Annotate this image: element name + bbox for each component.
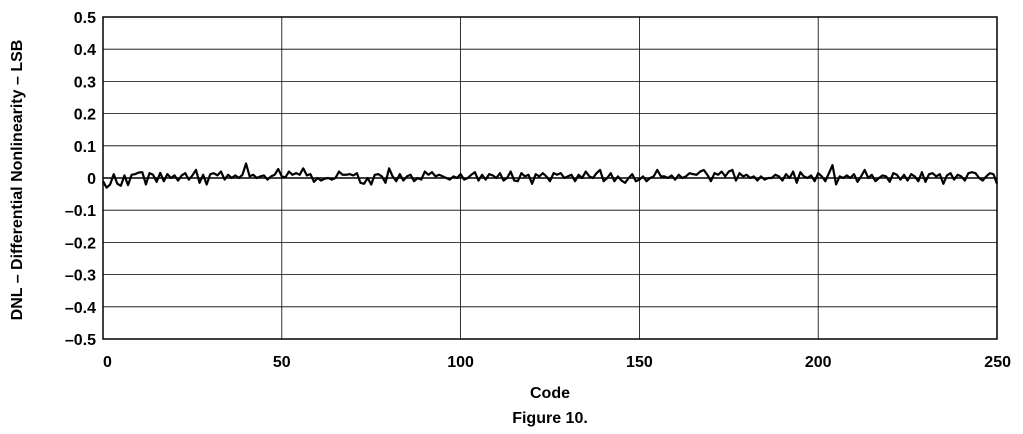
- y-tick-label: –0.3: [65, 268, 96, 285]
- x-axis-title: Code: [530, 385, 570, 402]
- y-tick-label: –0.1: [65, 203, 96, 220]
- y-tick-labels: 0.5 0.4 0.3 0.2 0.1 0 –0.1 –0.2 –0.3 –0.4 –0.5: [65, 10, 96, 349]
- figure-caption: Figure 10.: [512, 410, 588, 427]
- y-tick-label: –0.4: [65, 300, 96, 317]
- x-tick-label: 100: [447, 354, 474, 371]
- y-tick-label: 0: [87, 171, 96, 188]
- x-tick-label: 150: [626, 354, 653, 371]
- y-tick-label: 0.4: [74, 42, 96, 59]
- dnl-series-line: [102, 162, 999, 189]
- x-tick-label: 200: [805, 354, 832, 371]
- y-tick-label: –0.2: [65, 235, 96, 252]
- y-tick-label: 0.2: [74, 107, 96, 124]
- series-group: [102, 162, 999, 189]
- x-tick-label: 50: [273, 354, 291, 371]
- y-tick-label: –0.5: [65, 332, 96, 349]
- x-tick-label: 250: [984, 354, 1011, 371]
- y-axis-title: DNL – Differential Nonlinearity – LSB: [9, 40, 26, 321]
- x-tick-labels: 0 50 100 150 200 250: [103, 354, 1011, 371]
- y-tick-label: 0.5: [74, 10, 96, 27]
- y-tick-label: 0.1: [74, 139, 96, 156]
- y-tick-label: 0.3: [74, 74, 96, 91]
- plot-frame: [102, 16, 998, 340]
- x-tick-label: 0: [103, 354, 112, 371]
